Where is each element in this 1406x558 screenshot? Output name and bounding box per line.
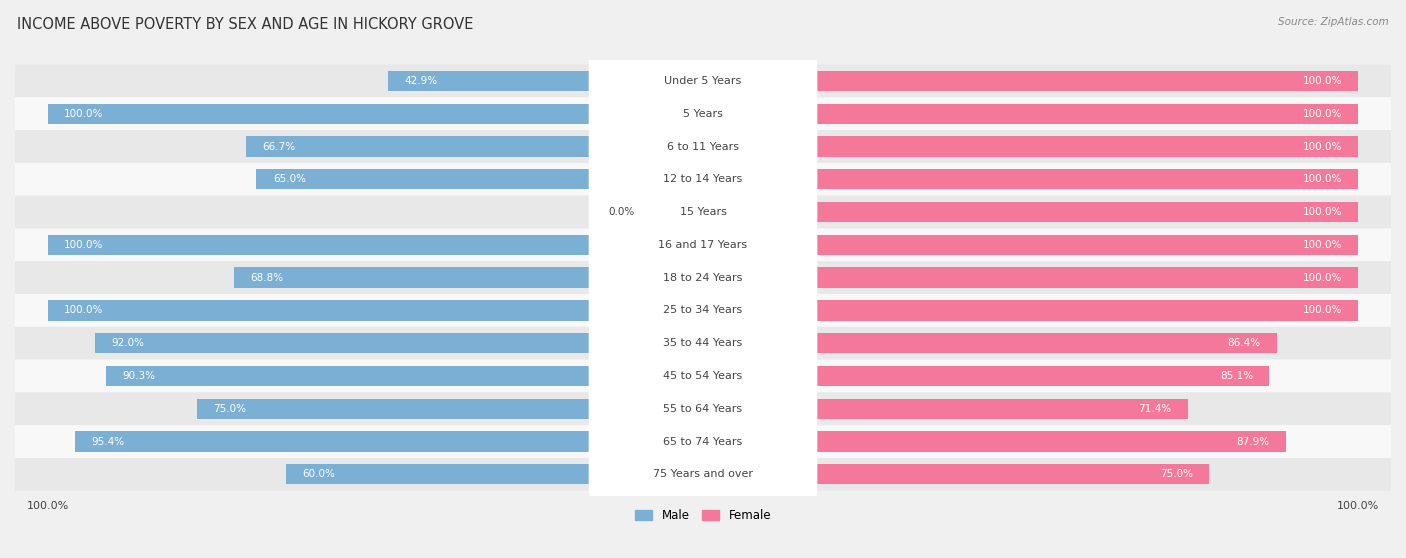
Bar	[48, 235, 644, 255]
Bar	[256, 169, 644, 190]
Text: 75 Years and over: 75 Years and over	[652, 469, 754, 479]
Text: 100.0%: 100.0%	[1302, 109, 1341, 119]
Text: 45 to 54 Years: 45 to 54 Years	[664, 371, 742, 381]
Text: Under 5 Years: Under 5 Years	[665, 76, 741, 86]
Text: 12 to 14 Years: 12 to 14 Years	[664, 174, 742, 184]
Text: 92.0%: 92.0%	[112, 338, 145, 348]
Bar	[48, 104, 644, 124]
Text: 55 to 64 Years: 55 to 64 Years	[664, 404, 742, 414]
FancyBboxPatch shape	[589, 276, 817, 345]
Bar	[762, 267, 1358, 288]
Bar	[48, 300, 644, 321]
FancyBboxPatch shape	[589, 341, 817, 411]
FancyBboxPatch shape	[589, 374, 817, 444]
FancyBboxPatch shape	[15, 228, 1391, 261]
Text: 100.0%: 100.0%	[1302, 273, 1341, 283]
FancyBboxPatch shape	[15, 196, 1391, 228]
Text: 68.8%: 68.8%	[250, 273, 283, 283]
Text: 6 to 11 Years: 6 to 11 Years	[666, 142, 740, 152]
Bar	[105, 366, 644, 386]
Text: 65 to 74 Years: 65 to 74 Years	[664, 436, 742, 446]
Text: 90.3%: 90.3%	[122, 371, 155, 381]
Text: 5 Years: 5 Years	[683, 109, 723, 119]
FancyBboxPatch shape	[15, 65, 1391, 97]
Text: 100.0%: 100.0%	[1302, 305, 1341, 315]
FancyBboxPatch shape	[589, 407, 817, 477]
Bar	[762, 169, 1358, 190]
Text: 85.1%: 85.1%	[1220, 371, 1253, 381]
Text: 100.0%: 100.0%	[65, 240, 104, 250]
Text: 18 to 24 Years: 18 to 24 Years	[664, 273, 742, 283]
Bar	[287, 464, 644, 484]
Bar	[762, 235, 1358, 255]
Text: 100.0%: 100.0%	[65, 109, 104, 119]
Text: 95.4%: 95.4%	[91, 436, 125, 446]
FancyBboxPatch shape	[589, 243, 817, 312]
FancyBboxPatch shape	[15, 359, 1391, 392]
FancyBboxPatch shape	[15, 130, 1391, 163]
FancyBboxPatch shape	[589, 46, 817, 116]
Text: 100.0%: 100.0%	[1302, 142, 1341, 152]
Text: 86.4%: 86.4%	[1227, 338, 1261, 348]
Text: 65.0%: 65.0%	[273, 174, 307, 184]
Bar	[762, 202, 1358, 222]
Bar	[762, 431, 1286, 452]
Text: 16 and 17 Years: 16 and 17 Years	[658, 240, 748, 250]
FancyBboxPatch shape	[15, 163, 1391, 196]
Text: 42.9%: 42.9%	[405, 76, 437, 86]
Bar	[762, 464, 1209, 484]
Bar	[762, 71, 1358, 91]
Text: 100.0%: 100.0%	[1302, 207, 1341, 217]
FancyBboxPatch shape	[15, 392, 1391, 425]
Text: INCOME ABOVE POVERTY BY SEX AND AGE IN HICKORY GROVE: INCOME ABOVE POVERTY BY SEX AND AGE IN H…	[17, 17, 474, 32]
Text: 100.0%: 100.0%	[1302, 174, 1341, 184]
Bar	[96, 333, 644, 353]
Bar	[762, 398, 1188, 419]
FancyBboxPatch shape	[15, 327, 1391, 359]
Bar	[246, 136, 644, 157]
Text: 71.4%: 71.4%	[1139, 404, 1171, 414]
Bar	[762, 333, 1277, 353]
Bar	[762, 300, 1358, 321]
Text: 25 to 34 Years: 25 to 34 Years	[664, 305, 742, 315]
FancyBboxPatch shape	[15, 458, 1391, 490]
Bar	[762, 136, 1358, 157]
FancyBboxPatch shape	[15, 97, 1391, 130]
FancyBboxPatch shape	[15, 261, 1391, 294]
Text: 75.0%: 75.0%	[214, 404, 246, 414]
FancyBboxPatch shape	[589, 440, 817, 509]
Bar	[762, 104, 1358, 124]
FancyBboxPatch shape	[589, 112, 817, 181]
FancyBboxPatch shape	[589, 79, 817, 148]
FancyBboxPatch shape	[589, 210, 817, 280]
Bar	[388, 71, 644, 91]
Text: 100.0%: 100.0%	[1302, 240, 1341, 250]
Bar	[762, 366, 1270, 386]
Text: 75.0%: 75.0%	[1160, 469, 1192, 479]
Legend: Male, Female: Male, Female	[630, 504, 776, 527]
Text: 100.0%: 100.0%	[1302, 76, 1341, 86]
FancyBboxPatch shape	[589, 177, 817, 247]
FancyBboxPatch shape	[589, 309, 817, 378]
Text: 0.0%: 0.0%	[607, 207, 634, 217]
Text: 35 to 44 Years: 35 to 44 Years	[664, 338, 742, 348]
FancyBboxPatch shape	[589, 145, 817, 214]
FancyBboxPatch shape	[15, 294, 1391, 327]
Text: 66.7%: 66.7%	[263, 142, 295, 152]
Text: 100.0%: 100.0%	[65, 305, 104, 315]
Bar	[233, 267, 644, 288]
Text: 15 Years: 15 Years	[679, 207, 727, 217]
Bar	[197, 398, 644, 419]
Text: Source: ZipAtlas.com: Source: ZipAtlas.com	[1278, 17, 1389, 27]
Text: 87.9%: 87.9%	[1237, 436, 1270, 446]
Bar	[75, 431, 644, 452]
Text: 60.0%: 60.0%	[302, 469, 336, 479]
FancyBboxPatch shape	[15, 425, 1391, 458]
